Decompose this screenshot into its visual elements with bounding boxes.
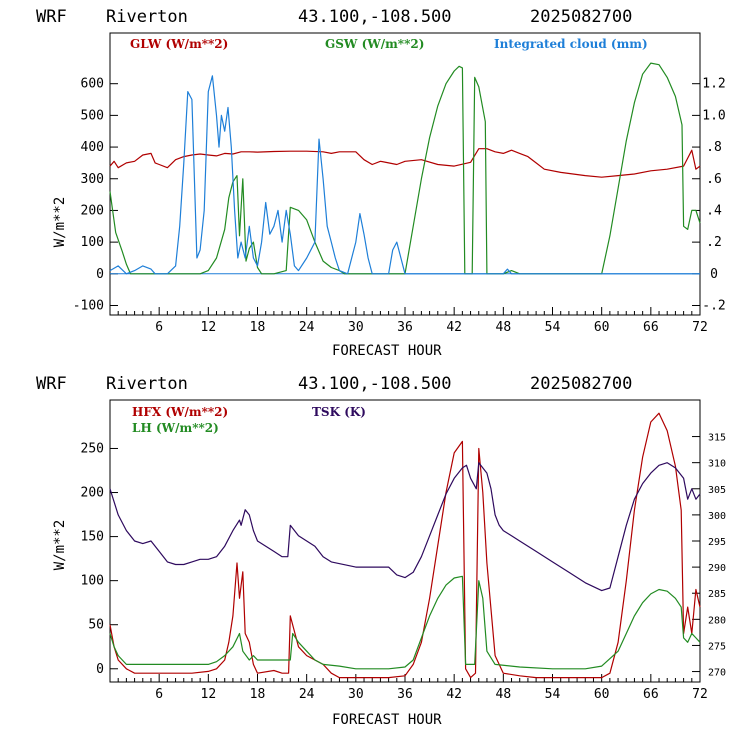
y-tick-label: 50 [88,618,104,633]
series-line-hfx [109,412,701,679]
top-y2-axis: -.2 0 .2 .4 .6 .8 1.0 1.2 [692,77,726,313]
top-title-station: Riverton [106,7,188,27]
x-tick-label: 18 [250,320,266,335]
x-tick-label: 24 [299,320,315,335]
y-tick-label: 150 [81,530,104,545]
y-tick-label: 300 [81,172,104,187]
bottom-y-axis: 0 50 100 150 200 250 [81,441,118,677]
top-x-axis: 6 12 18 24 30 36 42 48 54 60 66 72 [117,307,708,335]
y2-tick-label: .4 [706,203,722,218]
y-tick-label: 200 [81,203,104,218]
legend-cloud: Integrated cloud (mm) [494,37,648,51]
legend-gsw: GSW (W/m**2) [325,37,424,51]
x-tick-label: 72 [692,687,708,702]
x-tick-label: 12 [201,687,217,702]
x-tick-label: 18 [250,687,266,702]
y-tick-label: 100 [81,235,104,250]
y-tick-label: 100 [81,574,104,589]
legend-glw: GLW (W/m**2) [130,37,228,51]
y2-tick-label: .6 [706,172,722,187]
y2-tick-label: -.2 [702,298,725,313]
series-line-lh [109,575,701,670]
top-panel: WRF Riverton 43.100,-108.500 2025082700 … [36,7,726,359]
top-title-model: WRF [36,7,67,27]
x-tick-label: 48 [496,320,512,335]
y2-tick-label: 290 [708,563,726,574]
x-tick-label: 36 [397,687,413,702]
x-tick-label: 66 [643,320,659,335]
y-tick-label: 0 [96,267,104,282]
x-tick-label: 30 [348,320,364,335]
y-tick-label: 0 [96,662,104,677]
x-tick-label: 48 [496,687,512,702]
series-line-integrated [109,75,700,275]
x-tick-label: 6 [155,320,163,335]
top-title-coords: 43.100,-108.500 [298,7,452,27]
y2-tick-label: 270 [708,668,726,679]
y2-tick-label: 280 [708,615,726,626]
y-tick-label: 200 [81,486,104,501]
x-tick-label: 36 [397,320,413,335]
legend-tsk: TSK (K) [312,405,366,419]
y2-tick-label: 0 [710,267,718,282]
series-line-gsw [109,62,701,275]
bottom-title-coords: 43.100,-108.500 [298,374,452,394]
x-tick-label: 66 [643,687,659,702]
x-tick-label: 30 [348,687,364,702]
y2-tick-label: 1.2 [702,77,725,92]
bottom-series-group [109,412,701,679]
bottom-title-model: WRF [36,374,67,394]
bottom-y2-axis: 270 275 280 285 290 295 300 305 310 315 [692,433,726,679]
y-tick-label: 400 [81,140,104,155]
y-tick-label: 500 [81,108,104,123]
bottom-x-label: FORECAST HOUR [332,712,442,728]
y2-tick-label: 295 [708,537,726,548]
bottom-title-date: 2025082700 [530,374,632,394]
top-y-label: W/m**2 [52,197,68,248]
x-tick-label: 72 [692,320,708,335]
series-line-glw [109,148,701,178]
x-tick-label: 12 [201,320,217,335]
legend-hfx: HFX (W/m**2) [132,405,228,419]
y2-tick-label: .8 [706,140,722,155]
y2-tick-label: .2 [706,235,722,250]
bottom-y-label: W/m**2 [52,520,68,571]
x-tick-label: 42 [446,687,462,702]
top-series-group [109,62,701,275]
top-y-axis: -100 0 100 200 300 400 500 600 [73,77,118,313]
bottom-title-station: Riverton [106,374,188,394]
bottom-x-axis: 6 12 18 24 30 36 42 48 54 60 66 72 [117,674,708,702]
y2-tick-label: 315 [708,433,726,444]
x-tick-label: 60 [594,687,610,702]
y2-tick-label: 275 [708,641,726,652]
y2-tick-label: 285 [708,589,726,600]
bottom-panel: WRF Riverton 43.100,-108.500 2025082700 … [36,374,726,728]
x-tick-label: 60 [594,320,610,335]
y2-tick-label: 1.0 [702,108,725,123]
y2-tick-label: 300 [708,511,726,522]
y-tick-label: 600 [81,77,104,92]
legend-lh: LH (W/m**2) [132,421,219,435]
bottom-plot-frame [109,399,701,683]
y-tick-label: -100 [73,298,104,313]
x-tick-label: 42 [446,320,462,335]
x-tick-label: 24 [299,687,315,702]
x-tick-label: 54 [545,687,561,702]
x-tick-label: 6 [155,687,163,702]
series-line-tsk [109,462,701,592]
top-x-label: FORECAST HOUR [332,343,442,359]
x-tick-label: 54 [545,320,561,335]
y-tick-label: 250 [81,441,104,456]
y2-tick-label: 310 [708,459,726,470]
y2-tick-label: 305 [708,485,726,496]
top-title-date: 2025082700 [530,7,632,27]
